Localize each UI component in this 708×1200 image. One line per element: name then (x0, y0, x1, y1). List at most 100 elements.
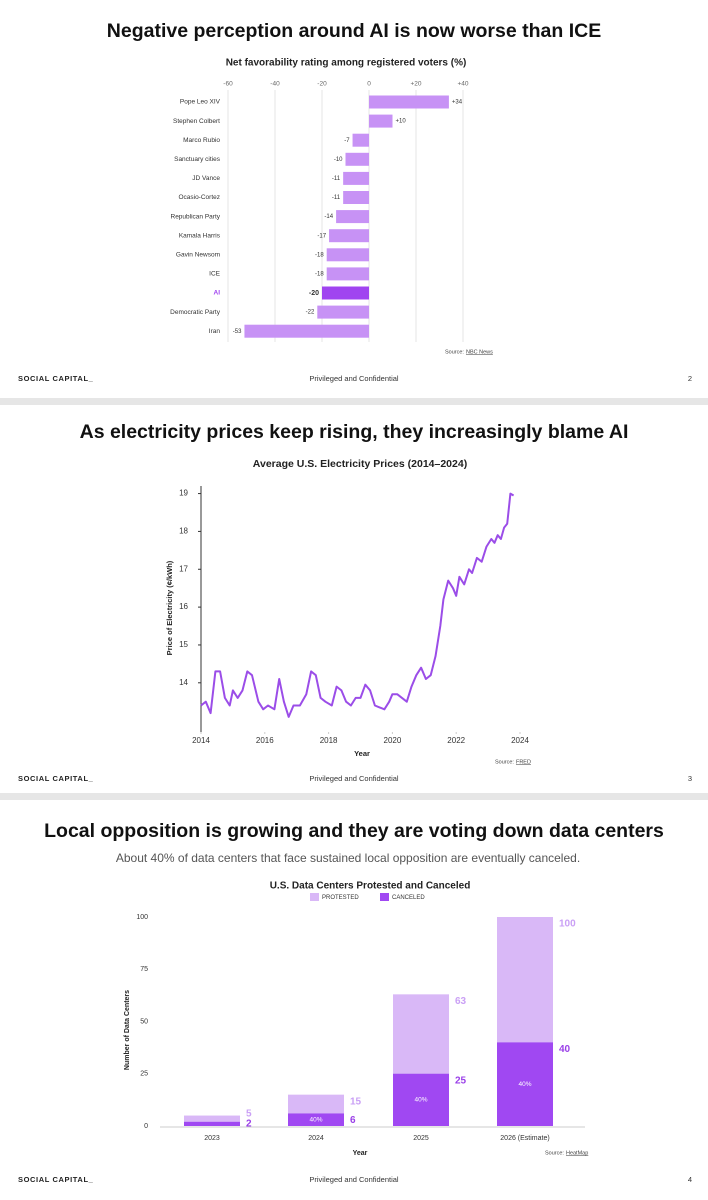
category-label: Democratic Party (170, 309, 221, 316)
value-label: -20 (309, 290, 319, 297)
category-label: Republican Party (171, 213, 221, 220)
y-tick-label: 100 (136, 914, 148, 921)
y-tick-label: 50 (140, 1018, 148, 1025)
inner-label: 40% (518, 1081, 531, 1088)
category-label: Sanctuary cities (174, 156, 221, 163)
y-tick-label: 25 (140, 1071, 148, 1078)
slide-separator (0, 793, 708, 800)
category-label: Ocasio-Cortez (178, 194, 220, 201)
category-label: AI (214, 290, 221, 297)
page-number: 2 (688, 374, 692, 383)
chart-title: Average U.S. Electricity Prices (2014–20… (253, 458, 467, 470)
y-tick-label: 14 (179, 678, 188, 687)
x-tick-label: 2022 (447, 736, 465, 745)
value-label: -18 (315, 252, 324, 258)
value-label: -11 (332, 195, 341, 201)
x-tick-label: 0 (367, 81, 371, 88)
source-label: Source: (545, 1150, 564, 1156)
bar (352, 133, 369, 147)
bar (322, 286, 369, 300)
x-tick-label: 2016 (256, 736, 274, 745)
value-label: -10 (334, 157, 343, 163)
x-tick-label: 2020 (384, 736, 402, 745)
bar (336, 210, 369, 224)
y-axis-title: Price of Electricity (¢/kWh) (165, 560, 174, 655)
value-label: 100 (559, 919, 576, 930)
value-label: -53 (233, 329, 242, 335)
inner-label: 40% (309, 1116, 322, 1123)
y-tick-label: 16 (179, 602, 188, 611)
value-label: 25 (455, 1075, 467, 1086)
footer-brand: SOCIAL CAPITAL_ (18, 774, 94, 783)
x-tick-label: 2024 (308, 1135, 324, 1142)
category-label: Marco Rubio (183, 137, 220, 144)
source-label: Source: (445, 349, 464, 355)
footer-brand: SOCIAL CAPITAL_ (18, 1175, 94, 1184)
slide-title: As electricity prices keep rising, they … (80, 421, 629, 443)
legend-swatch (380, 893, 389, 901)
y-tick-label: 15 (179, 640, 188, 649)
category-label: Gavin Newsom (176, 252, 220, 259)
legend-label: PROTESTED (322, 895, 359, 901)
bar (369, 114, 393, 128)
category-label: Kamala Harris (179, 232, 221, 239)
value-label: 63 (455, 996, 467, 1007)
value-label: -7 (344, 138, 350, 144)
value-label: +10 (396, 119, 407, 125)
y-tick-label: 75 (140, 966, 148, 973)
inner-label: 40% (414, 1097, 427, 1104)
category-label: Stephen Colbert (173, 118, 220, 125)
value-label: -22 (306, 310, 315, 316)
category-label: Iran (209, 328, 221, 335)
legend-swatch (310, 893, 319, 901)
value-label: 6 (350, 1115, 356, 1126)
source-name: FRED (516, 759, 531, 765)
value-label: -17 (317, 233, 326, 239)
bar (317, 305, 369, 319)
slide-subtitle: About 40% of data centers that face sust… (116, 851, 580, 865)
bar (343, 191, 369, 204)
footer-center: Privileged and Confidential (309, 1175, 399, 1184)
x-tick-label: +20 (410, 81, 421, 88)
bar (288, 1113, 344, 1126)
value-label: 40 (559, 1044, 571, 1055)
slide-separator (0, 398, 708, 405)
x-axis-title: Year (353, 1150, 368, 1157)
bar (369, 95, 449, 109)
x-tick-label: -20 (317, 81, 327, 88)
value-label: 2 (246, 1119, 252, 1130)
slide-title: Local opposition is growing and they are… (44, 820, 664, 842)
category-label: ICE (209, 271, 221, 278)
value-label: -18 (315, 271, 324, 277)
chart-title: U.S. Data Centers Protested and Canceled (270, 881, 471, 892)
bar (184, 1115, 240, 1126)
bar (326, 267, 369, 281)
y-tick-label: 19 (179, 489, 188, 498)
value-label: +34 (452, 100, 463, 106)
y-tick-label: 18 (179, 527, 188, 536)
x-tick-label: 2024 (511, 736, 529, 745)
bar (326, 248, 369, 262)
x-tick-label: 2023 (204, 1135, 220, 1142)
footer-center: Privileged and Confidential (309, 374, 399, 383)
bar (244, 324, 369, 338)
x-tick-label: -40 (270, 81, 280, 88)
y-axis-title: Number of Data Centers (124, 990, 131, 1070)
value-label: 5 (246, 1108, 252, 1119)
x-tick-label: 2014 (192, 736, 210, 745)
bar (329, 229, 369, 243)
x-tick-label: +40 (457, 81, 468, 88)
page-number: 4 (688, 1175, 692, 1184)
price-line (200, 492, 515, 718)
footer-brand: SOCIAL CAPITAL_ (18, 374, 94, 383)
bar (184, 1121, 240, 1126)
y-tick-label: 17 (179, 564, 188, 573)
category-label: Pope Leo XIV (180, 99, 221, 106)
value-label: 15 (350, 1096, 362, 1107)
x-tick-label: 2026 (Estimate) (500, 1135, 549, 1142)
x-tick-label: 2025 (413, 1135, 429, 1142)
bar (345, 152, 369, 166)
bar (497, 1042, 553, 1126)
y-tick-label: 0 (144, 1123, 148, 1130)
